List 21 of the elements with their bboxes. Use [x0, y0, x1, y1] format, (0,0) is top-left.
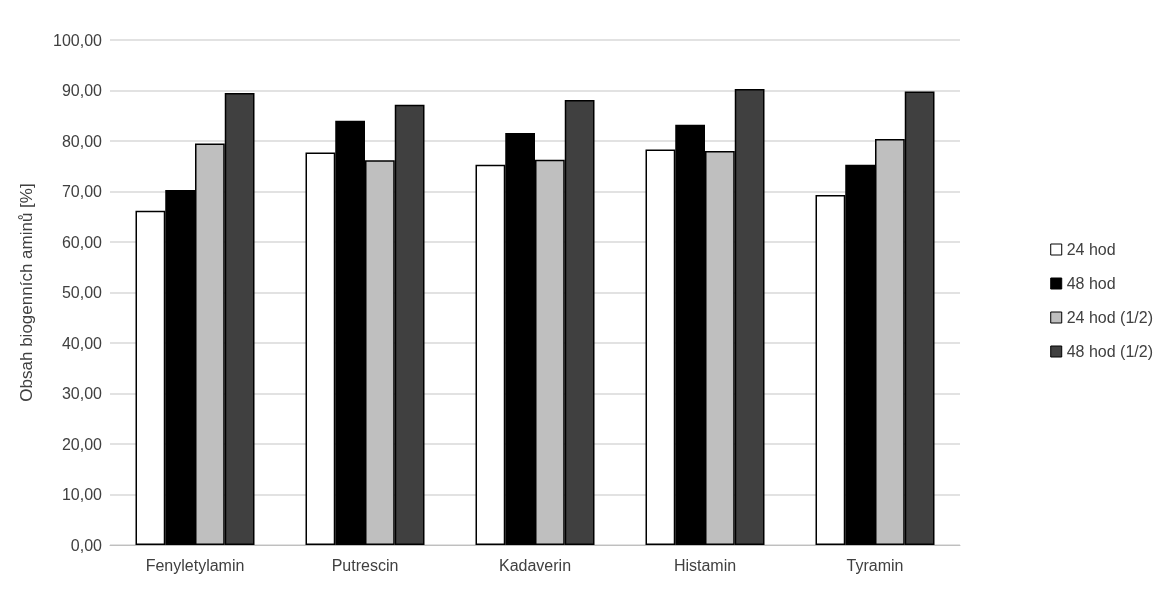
y-tick-label: 90,00	[61, 82, 103, 99]
y-tick-label: 0,00	[70, 536, 103, 554]
x-tick-label: Fenyletylamin	[145, 556, 245, 574]
x-tick-label: Tyramin	[846, 556, 904, 574]
y-axis-title: Obsah biogenních aminů [%]	[17, 183, 36, 402]
x-tick-label: Putrescin	[331, 556, 399, 574]
y-tick-label: 50,00	[61, 284, 103, 301]
y-tick-label: 80,00	[61, 132, 103, 150]
legend-label: 48 hod	[1066, 275, 1116, 292]
x-tick-label: Histamin	[673, 556, 737, 574]
y-tick-label: 100,00	[53, 31, 103, 49]
legend-label: 48 hod (1/2)	[1066, 343, 1153, 360]
x-tick-label: Kadaverin	[498, 556, 572, 574]
y-tick-label: 40,00	[61, 334, 103, 352]
y-tick-label: 60,00	[61, 233, 103, 251]
y-tick-label: 30,00	[61, 385, 103, 402]
legend-label: 24 hod	[1066, 241, 1116, 258]
y-tick-label: 20,00	[61, 435, 103, 453]
y-tick-label: 10,00	[61, 486, 103, 503]
legend-label: 24 hod (1/2)	[1066, 309, 1153, 326]
y-tick-label: 70,00	[61, 183, 103, 200]
